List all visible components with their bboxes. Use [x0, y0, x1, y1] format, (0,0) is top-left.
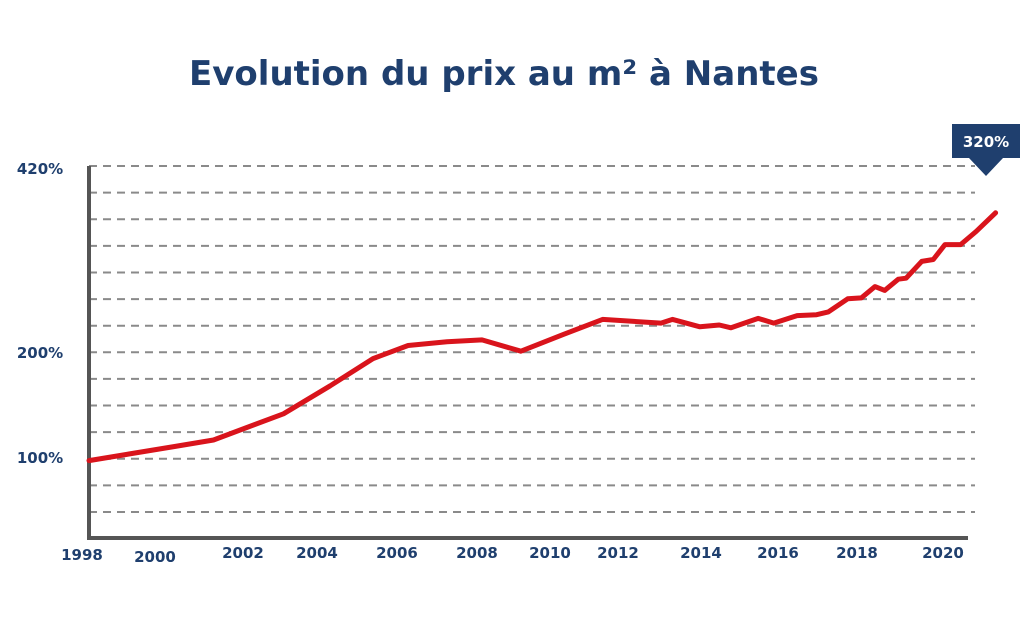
x-tick-label: 2012	[597, 544, 639, 562]
axes	[87, 166, 968, 540]
x-tick-label: 2006	[376, 544, 418, 562]
x-tick-label: 2010	[529, 544, 571, 562]
series-layer	[86, 210, 999, 464]
x-tick-label: 2016	[757, 544, 799, 562]
callout-label: 320%	[963, 133, 1009, 151]
x-tick-label: 2004	[296, 544, 338, 562]
x-tick-label: 1998	[61, 546, 103, 564]
series-line-0	[86, 210, 999, 464]
y-tick-label: 200%	[17, 344, 63, 362]
tick-labels: 1998 2000 2002 2004 2006 2008 2010 2012 2014 2016…	[17, 160, 964, 566]
x-tick-label: 2000	[134, 548, 176, 566]
x-tick-label: 2018	[836, 544, 878, 562]
chart-title: Evolution du prix au m² à Nantes	[189, 54, 819, 94]
grid	[89, 165, 975, 513]
y-tick-label: 420%	[17, 160, 63, 178]
x-tick-label: 2008	[456, 544, 498, 562]
end-value-callout: 320%	[952, 124, 1020, 176]
y-tick-label: 100%	[17, 449, 63, 467]
x-tick-label: 2002	[222, 544, 264, 562]
x-tick-label: 2020	[922, 544, 964, 562]
x-tick-label: 2014	[680, 544, 722, 562]
callout-badge	[952, 124, 1020, 176]
